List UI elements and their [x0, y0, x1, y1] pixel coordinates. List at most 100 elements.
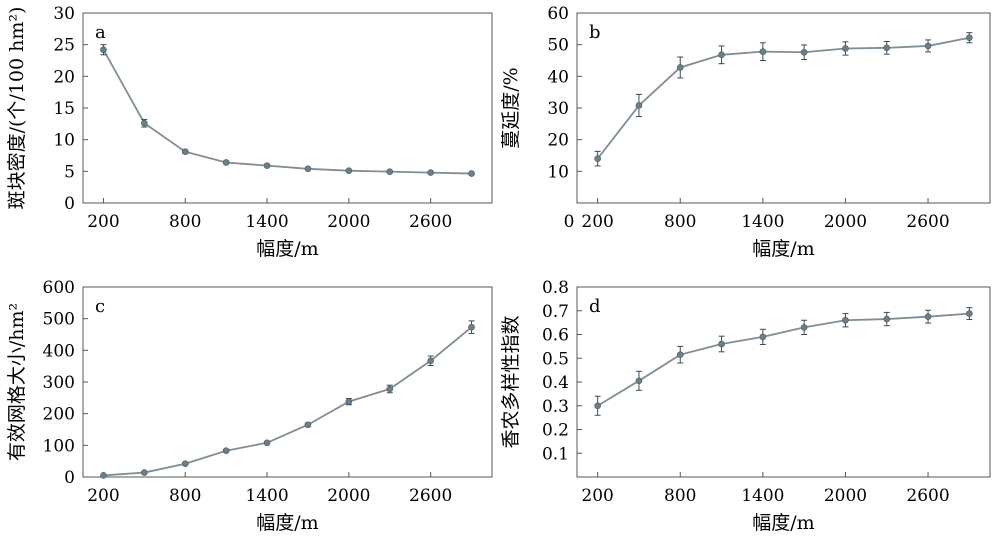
panel-b-data-point	[800, 48, 808, 56]
panel-b-x-origin-label: 0	[564, 212, 575, 232]
panel-b-letter: b	[589, 22, 601, 43]
panel-a: a 200 800 1400 2000 2600 0 5 10 15 20 25 30 幅度/m 斑块密度/…	[6, 4, 493, 260]
panel-c-data-point	[100, 472, 107, 479]
panel-b-x-tick-label: 200	[581, 212, 613, 232]
panel-c-y-tick-label: 400	[43, 341, 75, 361]
panel-c-x-tick-label: 1400	[245, 486, 288, 506]
panel-c-data-point	[386, 385, 394, 393]
panel-d-x-tick-label: 1400	[741, 486, 784, 506]
panel-d-y-axis-label: 香农多样性指数	[500, 315, 522, 448]
panel-d-data-point	[759, 333, 767, 341]
panel-b-data-point	[759, 48, 767, 55]
panel-b-data-point	[718, 51, 725, 59]
panel-c-y-tick-label: 500	[43, 310, 75, 330]
panel-d-data-point	[718, 340, 725, 348]
panel-d-y-tick-label: 0.6	[542, 326, 569, 346]
panel-c-data-point	[345, 398, 353, 405]
panel-c-data-point	[181, 460, 189, 468]
panel-c-data-point	[263, 439, 271, 447]
panel-c-data-point	[141, 469, 148, 476]
panel-d-y-tick-label: 0.8	[542, 278, 569, 298]
panel-a-data-point	[427, 169, 434, 176]
panel-b: b 200 800 1400 2000 2600 0 10 20 30 40 50 60 幅度/m 蔓延度/…	[500, 4, 991, 260]
panel-a-data-point	[100, 46, 107, 54]
panel-b-y-axis-label: 蔓延度/%	[500, 67, 522, 148]
panel-d-data-point	[635, 377, 643, 385]
panel-a-x-tick-label: 200	[87, 212, 119, 232]
panel-c-data-point	[222, 447, 230, 455]
panel-a-data-point	[386, 168, 394, 175]
panel-b-y-tick-label: 10	[547, 162, 569, 182]
panel-c-y-axis-label: 有效网格大小/hm²	[6, 303, 28, 461]
panel-b-data-point	[966, 34, 973, 42]
panel-b-series-line	[596, 36, 970, 160]
panel-a-data-point	[141, 119, 148, 127]
panel-a-x-tick-label: 1400	[245, 212, 288, 232]
panel-c-data-point	[468, 323, 475, 331]
panel-a-y-tick-label: 25	[53, 36, 75, 56]
panel-c: c 200 800 1400 2000 2600 0 100 200 300 400 500 600 幅度…	[6, 278, 493, 534]
panel-c-plot-frame	[82, 286, 493, 478]
panel-d-letter: d	[589, 296, 601, 317]
panel-c-x-tick-label: 2600	[409, 486, 452, 506]
panel-a-y-tick-label: 30	[53, 4, 75, 24]
panel-d-y-tick-label: 0.2	[542, 421, 569, 441]
panel-c-data-point	[304, 421, 312, 429]
panel-a-y-axis-label: 斑块密度/(个/100 hm²)	[6, 7, 28, 210]
panel-d-x-tick-label: 200	[581, 486, 613, 506]
panel-d-data-point	[924, 313, 932, 320]
panel-d-x-tick-label: 2600	[906, 486, 949, 506]
panel-c-y-tick-label: 600	[43, 278, 75, 298]
panel-b-data-point	[594, 155, 601, 162]
panel-a-x-tick-label: 800	[169, 212, 201, 232]
panel-a-letter: a	[95, 22, 106, 43]
panel-a-data-point	[468, 170, 475, 177]
panel-a-y-tick-label: 20	[53, 67, 75, 87]
panel-b-x-tick-label: 2600	[906, 212, 949, 232]
panel-a-y-tick-label: 10	[53, 131, 75, 151]
panel-a-y-tick-label: 0	[64, 194, 75, 214]
panel-b-data-point	[924, 42, 932, 50]
panel-d-data-point	[676, 351, 684, 358]
panel-a-data-point	[304, 165, 312, 173]
panel-a-data-point	[222, 159, 230, 166]
panel-b-y-tick-label: 20	[547, 131, 569, 151]
panel-b-data-point	[635, 102, 643, 109]
panel-a-x-tick-label: 2000	[327, 212, 370, 232]
panel-d-data-point	[966, 310, 973, 317]
panel-b-data-point	[883, 44, 891, 52]
panel-a-y-tick-label: 5	[64, 162, 75, 182]
panel-c-x-axis-label: 幅度/m	[256, 512, 318, 534]
panel-d-data-point	[594, 402, 601, 410]
panel-a-data-point	[263, 162, 271, 169]
panel-d-series-line	[597, 312, 970, 407]
panel-c-x-tick-label: 2000	[327, 486, 370, 506]
panel-b-data-point	[676, 64, 684, 71]
panel-d-y-tick-label: 0.7	[542, 302, 569, 322]
panel-c-x-tick-label: 200	[87, 486, 119, 506]
panel-d-y-tick-label: 0.4	[542, 373, 569, 393]
panel-b-data-point	[842, 45, 849, 52]
panel-c-y-tick-label: 300	[43, 373, 75, 393]
panel-c-y-tick-label: 200	[43, 405, 75, 425]
panel-d-x-tick-label: 800	[664, 486, 696, 506]
panel-d-y-tick-label: 0.1	[542, 444, 569, 464]
panel-d-x-axis-label: 幅度/m	[752, 512, 814, 534]
panel-b-y-tick-label: 50	[547, 36, 569, 56]
panel-c-letter: c	[95, 296, 105, 317]
panel-c-y-tick-label: 0	[64, 468, 75, 488]
panel-b-x-tick-label: 1400	[741, 212, 784, 232]
panel-b-y-tick-label: 40	[547, 67, 569, 87]
panel-c-series-line	[103, 326, 473, 477]
panel-c-data-point	[427, 357, 434, 365]
panel-c-y-tick-label: 100	[43, 436, 75, 456]
panel-d-data-point	[842, 316, 849, 324]
panel-a-x-tick-label: 2600	[409, 212, 452, 232]
panel-d-y-tick-label: 0.3	[542, 397, 569, 417]
panel-d-data-point	[800, 324, 808, 331]
panel-c-x-tick-label: 800	[169, 486, 201, 506]
panel-a-data-point	[181, 148, 189, 155]
panel-a-series-line	[102, 49, 472, 175]
panel-a-data-point	[345, 167, 353, 174]
